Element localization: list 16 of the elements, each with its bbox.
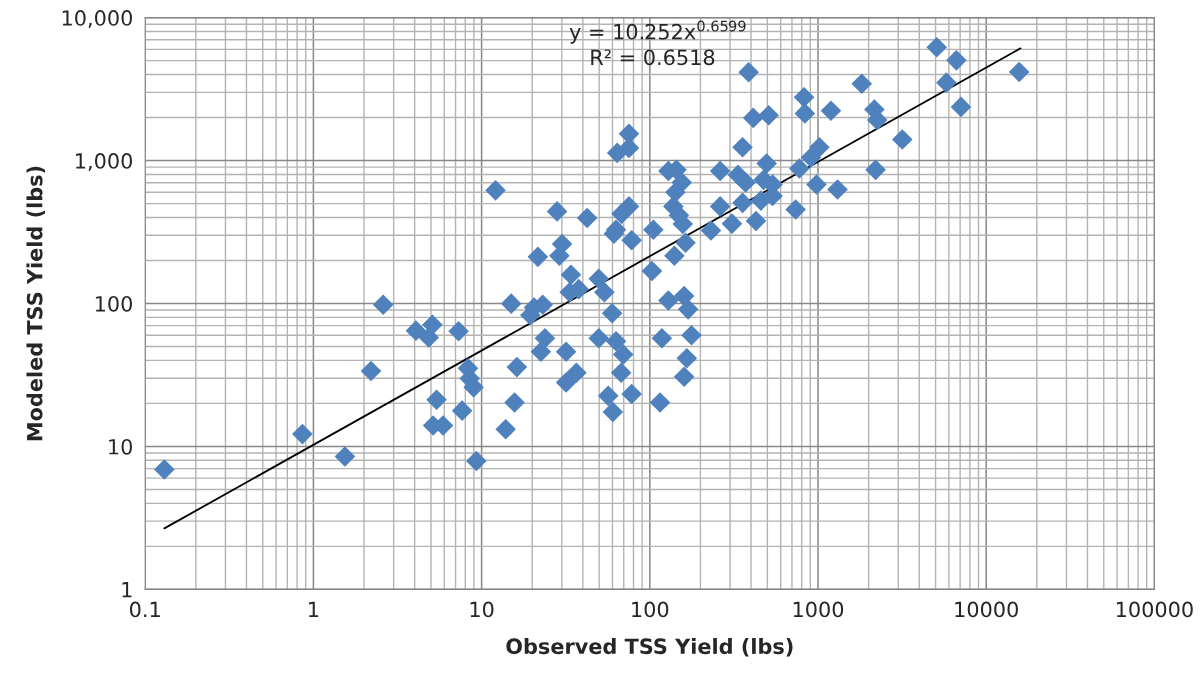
x-tick-label: 100000 (1116, 601, 1193, 618)
x-tick-label: 0.1 (130, 601, 160, 618)
y-tick-label: 10,000 (62, 10, 133, 28)
y-axis-title: Modeled TSS Yield (lbs) (26, 166, 46, 441)
annotation: y = 10.252x$^{0.6599}$ (569, 20, 746, 44)
x-tick-label: 1 (309, 601, 319, 618)
x-tick-label: 1000 (793, 601, 844, 618)
y-tick-label: 1 (122, 582, 132, 598)
y-tick-label: 10 (109, 438, 133, 455)
x-tick-label: 100 (632, 601, 669, 618)
y-tick-label: 1,000 (76, 153, 133, 171)
x-tick-label: 10 (470, 601, 494, 618)
y-tick-label: 100 (95, 295, 133, 312)
x-axis-title: Observed TSS Yield (lbs) (506, 638, 793, 657)
annotation: R² = 0.6518 (591, 49, 715, 66)
x-tick-label: 10000 (955, 601, 1018, 618)
